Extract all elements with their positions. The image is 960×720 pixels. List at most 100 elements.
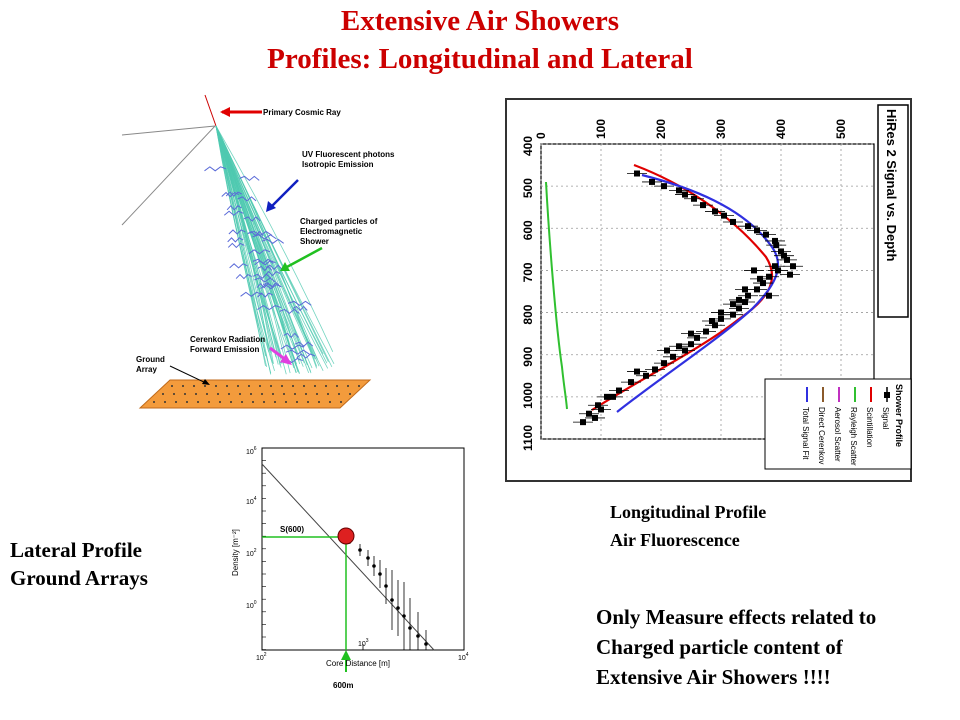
x-tick-1e2-base: 10 bbox=[256, 655, 264, 662]
ground-detector bbox=[327, 393, 329, 395]
signal-point bbox=[736, 305, 742, 312]
ground-detector bbox=[318, 401, 320, 403]
ground-detector bbox=[270, 385, 272, 387]
signal-tick: 100 bbox=[594, 119, 608, 139]
photon-squiggle bbox=[264, 270, 281, 277]
ground-detector bbox=[248, 385, 250, 387]
ground-detector bbox=[336, 385, 338, 387]
signal-tick: 400 bbox=[774, 119, 788, 139]
signal-point bbox=[580, 419, 586, 426]
photon-squiggle bbox=[235, 273, 252, 280]
ground-detector bbox=[164, 401, 166, 403]
photon-squiggle bbox=[227, 242, 245, 249]
x-tick-1e3-base: 10 bbox=[358, 641, 366, 648]
ground-detector bbox=[153, 401, 155, 403]
ground-detectors bbox=[153, 385, 360, 403]
y-tick-1e0-exp: 0 bbox=[254, 600, 257, 606]
lateral-caption-line1: Lateral Profile bbox=[10, 538, 142, 562]
lateral-minor-ticks bbox=[261, 447, 465, 650]
rayleigh-curve bbox=[545, 181, 568, 410]
density-point bbox=[390, 598, 394, 602]
photon-squiggle bbox=[228, 229, 246, 235]
signal-point bbox=[763, 231, 769, 238]
signal-point bbox=[676, 187, 682, 194]
y-tick-1e2-exp: 2 bbox=[254, 548, 257, 554]
depth-tick: 600 bbox=[521, 220, 535, 240]
ground-detector bbox=[239, 393, 241, 395]
signal-point bbox=[745, 223, 751, 230]
ground-detector bbox=[162, 393, 164, 395]
ground-detector bbox=[237, 385, 239, 387]
ground-detector bbox=[296, 401, 298, 403]
ground-label: Ground bbox=[136, 355, 165, 364]
ground-detector bbox=[219, 401, 221, 403]
slide-title-line1: Extensive Air Showers bbox=[340, 5, 620, 37]
ground-detector bbox=[281, 385, 283, 387]
photon-squiggle bbox=[296, 353, 316, 359]
signal-point bbox=[781, 252, 787, 259]
electromagnetic-label: Electromagnetic bbox=[300, 227, 363, 236]
ground-detector bbox=[325, 385, 327, 387]
ground-detector bbox=[215, 385, 217, 387]
photon-squiggle bbox=[279, 308, 300, 315]
ground-detector bbox=[186, 401, 188, 403]
ground-detector bbox=[307, 401, 309, 403]
y-tick-1e2-base: 10 bbox=[246, 551, 254, 558]
photon-squiggle bbox=[280, 344, 305, 350]
signal-point bbox=[676, 343, 682, 350]
signal-point bbox=[754, 227, 760, 234]
y-tick-1e4-base: 10 bbox=[246, 499, 254, 506]
svg-text:104: 104 bbox=[458, 652, 469, 662]
hires-plot-title: HiRes 2 Signal vs. Depth bbox=[884, 109, 899, 261]
shower-strand bbox=[215, 125, 274, 353]
svg-text:103: 103 bbox=[358, 638, 369, 648]
ground-detector bbox=[316, 393, 318, 395]
photon-squiggle bbox=[256, 282, 272, 289]
shower-strand bbox=[215, 125, 316, 360]
signal-point bbox=[643, 372, 649, 379]
photon-squiggle bbox=[227, 237, 244, 243]
svg-text:104: 104 bbox=[246, 496, 257, 506]
photon-squiggle bbox=[252, 234, 277, 240]
photon-squiggle bbox=[221, 191, 240, 198]
s600-marker bbox=[337, 527, 355, 545]
photon-squiggle bbox=[225, 191, 243, 197]
photon-squiggle bbox=[257, 265, 273, 272]
charged-particles-label: Charged particles of bbox=[300, 217, 378, 226]
signal-point bbox=[709, 318, 715, 324]
ground-detector bbox=[228, 393, 230, 395]
lateral-caption-line2: Ground Arrays bbox=[10, 566, 148, 590]
density-point bbox=[396, 606, 400, 610]
ground-detector bbox=[358, 385, 360, 387]
svg-text:106: 106 bbox=[246, 446, 257, 456]
ground-detector bbox=[340, 401, 342, 403]
legend-title: Shower Profile bbox=[894, 384, 904, 447]
depth-tick: 400 bbox=[521, 136, 535, 156]
lateral-data-points bbox=[348, 536, 428, 650]
photon-squiggle bbox=[240, 291, 263, 297]
y-tick-1e4-exp: 4 bbox=[254, 496, 257, 502]
signal-point bbox=[664, 347, 670, 354]
signal-point bbox=[784, 256, 790, 263]
shower-strand bbox=[215, 125, 310, 373]
ground-detector bbox=[294, 393, 296, 395]
photon-squiggle bbox=[257, 292, 273, 298]
longitudinal-profile-caption: Longitudinal Profile Air Fluorescence bbox=[610, 498, 766, 554]
isotropic-emission-label: Isotropic Emission bbox=[302, 160, 374, 169]
signal-point bbox=[649, 178, 655, 185]
signal-point bbox=[772, 263, 778, 270]
photon-squiggle bbox=[261, 238, 284, 244]
signal-data-points bbox=[573, 170, 803, 426]
svg-text:102: 102 bbox=[246, 548, 257, 558]
signal-point bbox=[691, 195, 697, 202]
note-line1: Only Measure effects related to bbox=[596, 605, 877, 629]
signal-point bbox=[754, 286, 760, 293]
depth-tick: 900 bbox=[521, 346, 535, 366]
signal-point bbox=[592, 414, 598, 421]
shower-label: Shower bbox=[300, 237, 329, 246]
signal-point bbox=[766, 292, 772, 299]
signal-point bbox=[700, 202, 706, 209]
lateral-y-label: Density [m⁻²] bbox=[231, 529, 240, 576]
signal-point bbox=[745, 292, 751, 299]
shower-strand bbox=[215, 125, 272, 374]
